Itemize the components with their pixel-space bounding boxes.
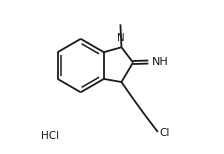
Text: NH: NH [152, 57, 168, 67]
Text: N: N [117, 33, 125, 43]
Text: HCl: HCl [41, 131, 59, 141]
Text: Cl: Cl [159, 128, 169, 138]
